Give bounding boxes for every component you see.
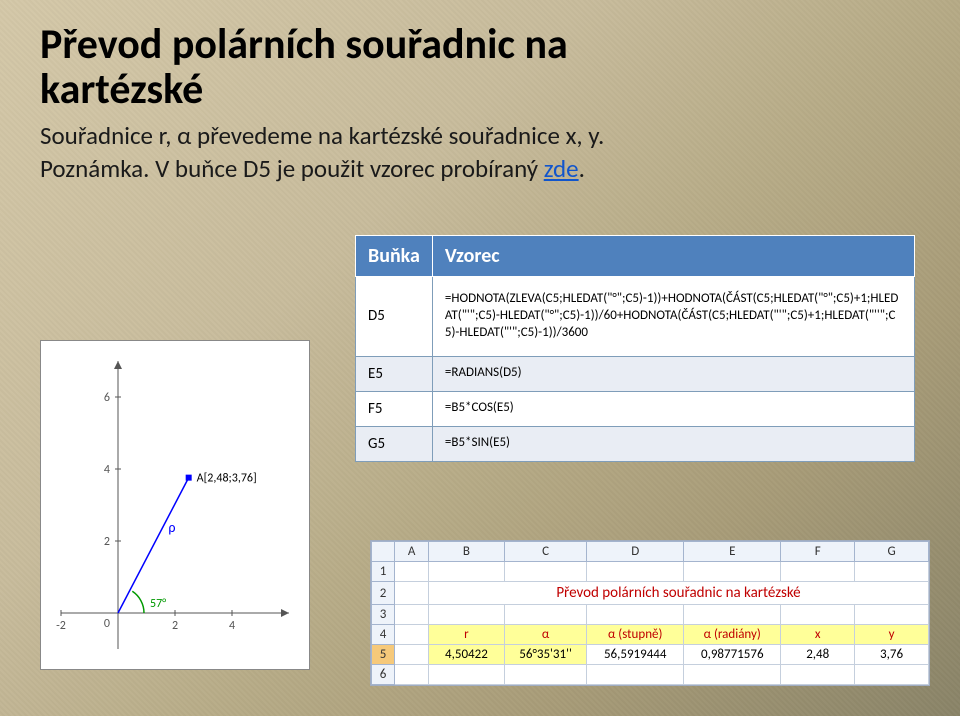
cell-formula: =RADIANS(D5) bbox=[432, 356, 914, 391]
ss-col-header[interactable]: D bbox=[587, 542, 684, 562]
ss-cell[interactable]: 56,5919444 bbox=[587, 645, 684, 665]
subtitle-text2a: Poznámka. V buňce D5 je použit vzorec pr… bbox=[40, 153, 544, 184]
th-formula: Vzorec bbox=[432, 236, 914, 277]
cell-name: F5 bbox=[356, 391, 433, 426]
svg-text:2: 2 bbox=[172, 619, 178, 633]
ss-cell[interactable]: 4,50422 bbox=[428, 645, 504, 665]
ss-cell[interactable] bbox=[395, 605, 429, 625]
svg-text:4: 4 bbox=[104, 463, 110, 477]
ss-row: 2 Převod polárních souřadnic na kartézské bbox=[372, 582, 929, 605]
title-line1: Převod polárních souřadnic na bbox=[40, 19, 568, 70]
ss-row-header[interactable]: 3 bbox=[372, 605, 395, 625]
subtitle-text1: Souřadnice r, α převedeme na kartézské s… bbox=[40, 120, 604, 151]
ss-cell[interactable]: α (stupně) bbox=[587, 625, 684, 645]
svg-text:4: 4 bbox=[229, 619, 235, 633]
spreadsheet-panel: ABCDEFG12Převod polárních souřadnic na k… bbox=[370, 540, 930, 686]
ss-cell[interactable] bbox=[395, 665, 429, 685]
table-header-row: Buňka Vzorec bbox=[356, 236, 915, 277]
slide-content: Převod polárních souřadnic na kartézské … bbox=[0, 0, 960, 716]
ss-cell[interactable] bbox=[587, 665, 684, 685]
table-row: E5=RADIANS(D5) bbox=[356, 356, 915, 391]
ss-col-header[interactable]: B bbox=[428, 542, 504, 562]
cell-name: D5 bbox=[356, 277, 433, 357]
ss-cell[interactable] bbox=[855, 665, 929, 685]
ss-cell[interactable]: 3,76 bbox=[855, 645, 929, 665]
ss-cell[interactable] bbox=[395, 625, 429, 645]
graph-svg: -2 2 4 2 4 6 0 A[2,48;3,76] ρ 57° bbox=[41, 341, 309, 669]
cell-formula: =HODNOTA(ZLEVA(C5;HLEDAT("°";C5)-1))+HOD… bbox=[432, 277, 914, 357]
ss-cell[interactable] bbox=[781, 665, 855, 685]
ss-cell[interactable] bbox=[395, 645, 429, 665]
ss-corner bbox=[372, 542, 395, 562]
table-row: D5=HODNOTA(ZLEVA(C5;HLEDAT("°";C5)-1))+H… bbox=[356, 277, 915, 357]
slide-subtitle: Souřadnice r, α převedeme na kartézské s… bbox=[40, 119, 920, 187]
svg-text:A[2,48;3,76]: A[2,48;3,76] bbox=[197, 472, 257, 486]
ss-cell[interactable]: y bbox=[855, 625, 929, 645]
ss-cell[interactable] bbox=[428, 665, 504, 685]
cell-name: E5 bbox=[356, 356, 433, 391]
ss-cell[interactable] bbox=[684, 605, 781, 625]
cell-formula: =B5*SIN(E5) bbox=[432, 426, 914, 461]
cell-formula: =B5*COS(E5) bbox=[432, 391, 914, 426]
subtitle-text2b: . bbox=[579, 153, 585, 184]
ss-cell[interactable] bbox=[855, 605, 929, 625]
ss-cell[interactable]: 0,98771576 bbox=[684, 645, 781, 665]
ss-cell[interactable]: α bbox=[504, 625, 586, 645]
ss-row: 3 bbox=[372, 605, 929, 625]
ss-row-header[interactable]: 6 bbox=[372, 665, 395, 685]
table-row: F5=B5*COS(E5) bbox=[356, 391, 915, 426]
formula-table: Buňka Vzorec D5=HODNOTA(ZLEVA(C5;HLEDAT(… bbox=[355, 235, 915, 462]
ss-row: 5 4,5042256°35'31''56,59194440,987715762,… bbox=[372, 645, 929, 665]
ss-row-header[interactable]: 2 bbox=[372, 582, 395, 605]
ss-cell[interactable] bbox=[428, 562, 504, 582]
ss-cell[interactable] bbox=[587, 605, 684, 625]
ss-cell[interactable] bbox=[395, 582, 429, 605]
ss-cell[interactable] bbox=[684, 665, 781, 685]
ss-col-header[interactable]: G bbox=[855, 542, 929, 562]
ss-cell[interactable] bbox=[504, 562, 586, 582]
ss-col-header[interactable]: A bbox=[395, 542, 429, 562]
svg-text:6: 6 bbox=[104, 391, 110, 405]
ss-col-header[interactable]: C bbox=[504, 542, 586, 562]
svg-text:ρ: ρ bbox=[168, 519, 175, 536]
ss-col-header-row: ABCDEFG bbox=[372, 542, 929, 562]
ss-row: 4 rαα (stupně)α (radiány)xy bbox=[372, 625, 929, 645]
svg-text:2: 2 bbox=[104, 535, 110, 549]
ss-row-header[interactable]: 4 bbox=[372, 625, 395, 645]
ss-cell[interactable]: 56°35'31'' bbox=[504, 645, 586, 665]
th-cell: Buňka bbox=[356, 236, 433, 277]
ss-cell[interactable] bbox=[855, 562, 929, 582]
ss-cell[interactable] bbox=[428, 605, 504, 625]
title-line2: kartézské bbox=[40, 64, 203, 115]
ss-merged-title[interactable]: Převod polárních souřadnic na kartézské bbox=[428, 582, 928, 605]
svg-text:57°: 57° bbox=[150, 597, 166, 611]
ss-col-header[interactable]: F bbox=[781, 542, 855, 562]
slide-title: Převod polárních souřadnic na kartézské bbox=[40, 22, 920, 113]
table-row: G5=B5*SIN(E5) bbox=[356, 426, 915, 461]
ss-row: 1 bbox=[372, 562, 929, 582]
ss-cell[interactable] bbox=[781, 562, 855, 582]
ss-cell[interactable] bbox=[684, 562, 781, 582]
ss-cell[interactable] bbox=[504, 605, 586, 625]
ss-cell[interactable] bbox=[504, 665, 586, 685]
ss-cell[interactable]: x bbox=[781, 625, 855, 645]
ss-cell[interactable] bbox=[587, 562, 684, 582]
ss-cell[interactable] bbox=[395, 562, 429, 582]
spreadsheet-grid: ABCDEFG12Převod polárních souřadnic na k… bbox=[371, 541, 929, 685]
ss-cell[interactable]: α (radiány) bbox=[684, 625, 781, 645]
ss-row-header[interactable]: 1 bbox=[372, 562, 395, 582]
svg-text:-2: -2 bbox=[56, 619, 66, 633]
graph-panel: -2 2 4 2 4 6 0 A[2,48;3,76] ρ 57° bbox=[40, 340, 310, 670]
cell-name: G5 bbox=[356, 426, 433, 461]
ss-cell[interactable] bbox=[781, 605, 855, 625]
ss-cell[interactable]: r bbox=[428, 625, 504, 645]
ss-row-header[interactable]: 5 bbox=[372, 645, 395, 665]
svg-text:0: 0 bbox=[104, 617, 110, 631]
ss-row: 6 bbox=[372, 665, 929, 685]
ss-cell[interactable]: 2,48 bbox=[781, 645, 855, 665]
ss-col-header[interactable]: E bbox=[684, 542, 781, 562]
subtitle-link[interactable]: zde bbox=[544, 153, 579, 184]
